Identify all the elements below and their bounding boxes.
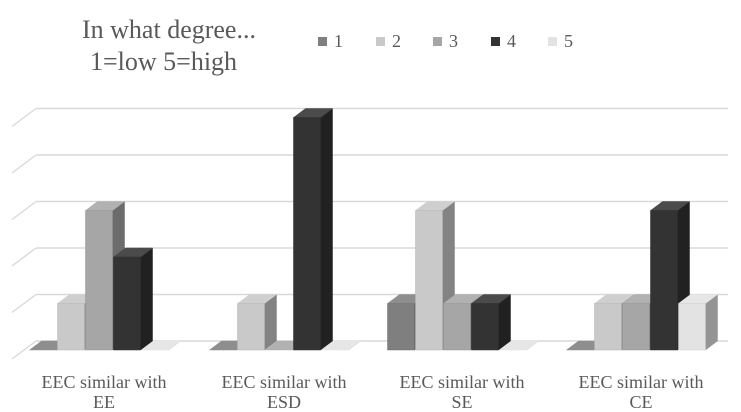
legend-swatch: [376, 37, 385, 46]
bar-top: [498, 340, 540, 351]
legend-swatch: [433, 37, 442, 46]
legend-swatch: [318, 37, 327, 46]
category-label: CE: [629, 392, 652, 412]
bar: [498, 340, 540, 351]
gridline-tick: [11, 293, 37, 314]
legend-swatch: [548, 37, 557, 46]
legend-label: 5: [564, 31, 573, 51]
legend: 1 2 3 4 5: [318, 31, 573, 51]
chart-title-line-1: In what degree...: [82, 15, 256, 44]
category-label: EE: [93, 392, 115, 412]
bar-top: [320, 340, 362, 351]
bar-front: [622, 303, 650, 351]
legend-label: 2: [392, 31, 401, 51]
bar-front: [113, 256, 141, 351]
bar-front: [293, 117, 321, 351]
bar-side: [264, 294, 277, 351]
bar: [320, 340, 362, 351]
bar-front: [678, 303, 706, 351]
gridline-tick: [11, 340, 37, 360]
legend-label: 3: [449, 31, 458, 51]
bar-front: [85, 210, 113, 351]
chart-title: In what degree... 1=low 5=high: [82, 15, 256, 76]
gridline-tick: [11, 247, 37, 267]
bar: [470, 294, 512, 351]
legend-label: 1: [334, 31, 343, 51]
legend-item: 4: [491, 31, 516, 51]
bar: [292, 108, 334, 351]
gridline-tick: [11, 154, 37, 174]
category-label: EEC similar with: [400, 372, 525, 392]
bar: [140, 340, 182, 351]
gridline-tick: [11, 107, 37, 128]
category-label: EEC similar with: [579, 372, 704, 392]
bar-front: [57, 303, 85, 351]
bar-front: [471, 303, 499, 351]
bar-top: [140, 340, 182, 351]
bar-front: [415, 210, 443, 351]
category-label: ESD: [267, 392, 301, 412]
category-label: EEC similar with: [222, 372, 347, 392]
bar-front: [237, 303, 265, 351]
bar-side: [320, 108, 333, 351]
legend-swatch: [491, 37, 500, 46]
bar-side: [705, 294, 718, 351]
bar-side: [498, 294, 511, 351]
chart-title-line-2: 1=low 5=high: [90, 47, 237, 76]
bars: [28, 108, 719, 351]
bar: [236, 294, 278, 351]
legend-item: 2: [376, 31, 401, 51]
category-label: EEC similar with: [42, 372, 167, 392]
category-label: SE: [451, 392, 472, 412]
legend-item: 5: [548, 31, 573, 51]
bar-front: [594, 303, 622, 351]
bar-front: [650, 210, 678, 351]
bar-side: [140, 247, 153, 351]
gridline-tick: [11, 200, 37, 221]
bar: [112, 247, 154, 351]
legend-item: 3: [433, 31, 458, 51]
bar-front: [443, 303, 471, 351]
legend-item: 1: [318, 31, 343, 51]
bar-front: [387, 303, 415, 351]
legend-label: 4: [507, 31, 516, 51]
bar: [677, 294, 719, 351]
